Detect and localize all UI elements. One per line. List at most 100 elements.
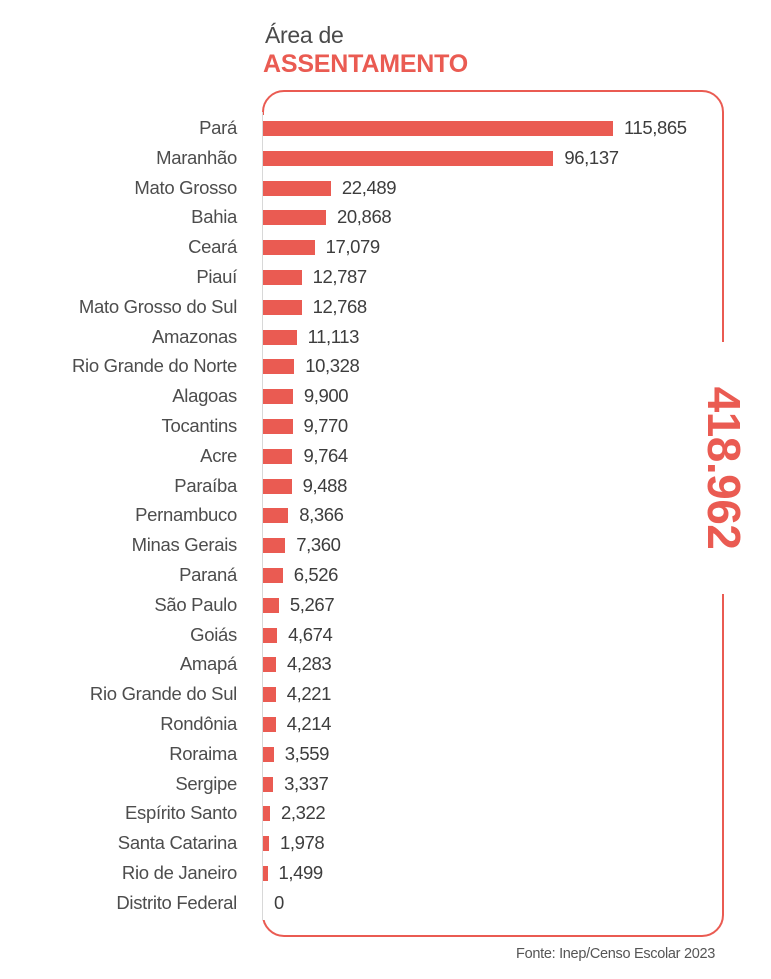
bar-row: Tocantins 9,770	[0, 411, 771, 441]
category-label: Sergipe	[175, 772, 237, 794]
bar	[263, 597, 279, 613]
category-label: Amapá	[179, 653, 237, 675]
bar	[263, 269, 302, 285]
category-label: Santa Catarina	[117, 832, 238, 854]
bar-row: Amapá 4,283	[0, 649, 771, 679]
bar	[263, 389, 293, 405]
category-label: Piauí	[196, 265, 237, 287]
category-label: Rio Grande do Sul	[89, 683, 237, 705]
value-label: 4,214	[286, 712, 332, 734]
bar	[263, 508, 289, 524]
bar	[263, 448, 293, 464]
category-label: Rio de Janeiro	[121, 861, 237, 883]
bar-row: Rio Grande do Sul 4,221	[0, 679, 771, 709]
value-label: 4,674	[288, 623, 333, 645]
bar	[263, 716, 276, 732]
category-label: Mato Grosso	[134, 176, 237, 198]
value-label: 0	[274, 891, 284, 913]
category-label: Goiás	[190, 623, 237, 645]
bar	[263, 299, 302, 315]
category-label: Acre	[200, 444, 237, 466]
bar-row: Pará 115,865	[0, 113, 771, 143]
value-label: 96,137	[564, 146, 619, 168]
bar	[263, 657, 276, 673]
category-label: Maranhão	[156, 146, 237, 168]
value-label: 1,499	[278, 861, 324, 883]
bar-row: Maranhão 96,137	[0, 143, 771, 173]
category-label: Bahia	[191, 206, 237, 228]
value-label: 1,978	[279, 832, 325, 854]
bar	[263, 329, 297, 345]
bar	[263, 538, 286, 554]
category-label: Pará	[199, 117, 237, 138]
bar	[263, 359, 295, 375]
bar-row: Santa Catarina 1,978	[0, 828, 771, 858]
bar-row: Rio Grande do Norte 10,328	[0, 351, 771, 381]
value-label: 6,526	[293, 563, 339, 585]
bar-row: Pernambuco 8,366	[0, 500, 771, 530]
chart-title-main: ASSENTAMENTO	[263, 50, 469, 78]
value-label: 3,559	[284, 742, 330, 764]
y-axis-line	[262, 112, 263, 920]
bar-row: Rondônia 4,214	[0, 709, 771, 739]
value-label: 9,764	[303, 444, 348, 466]
value-label: 4,221	[286, 683, 332, 705]
value-label: 10,328	[305, 355, 360, 377]
bar	[263, 746, 274, 762]
bar-rows: Pará 115,865 Maranhão 96,137 Mato Grosso 22,4…	[0, 113, 771, 918]
bar-row: Paraná 6,526	[0, 560, 771, 590]
value-label: 12,787	[312, 265, 368, 287]
category-label: Paraíba	[174, 474, 237, 496]
bar-row: Paraíba 9,488	[0, 471, 771, 501]
value-label: 11,113	[307, 325, 360, 347]
bar-row: Distrito Federal 0	[0, 888, 771, 918]
category-label: São Paulo	[154, 593, 237, 615]
category-label: Minas Gerais	[131, 534, 238, 556]
category-label: Espírito Santo	[124, 802, 237, 824]
value-label: 5,267	[289, 593, 335, 615]
chart-title-prefix: Área de	[265, 22, 344, 48]
bar	[263, 418, 293, 434]
value-label: 9,900	[303, 385, 349, 407]
bar-row: Sergipe 3,337	[0, 769, 771, 799]
bar	[263, 180, 331, 196]
bar-row: Bahia 20,868	[0, 202, 771, 232]
value-label: 9,770	[303, 414, 349, 436]
value-label: 12,768	[312, 295, 368, 317]
bar	[263, 150, 554, 166]
value-label: 8,366	[299, 504, 344, 526]
bar	[263, 240, 315, 256]
bar-row: Amazonas 11,113	[0, 322, 771, 352]
category-label: Pernambuco	[135, 504, 237, 526]
category-label: Rondônia	[160, 712, 237, 734]
bar	[263, 478, 292, 494]
bar	[263, 806, 270, 822]
bar-row: São Paulo 5,267	[0, 590, 771, 620]
bar-row: Minas Gerais 7,360	[0, 530, 771, 560]
category-label: Ceará	[188, 236, 237, 258]
bar-row: Espírito Santo 2,322	[0, 798, 771, 828]
bar	[263, 627, 278, 643]
value-label: 20,868	[337, 206, 392, 228]
bar	[263, 121, 613, 136]
category-label: Mato Grosso do Sul	[78, 295, 237, 317]
category-label: Alagoas	[172, 385, 237, 407]
frame-right-gap	[716, 342, 732, 594]
bar	[263, 836, 269, 852]
bar-row: Roraima 3,559	[0, 739, 771, 769]
category-label: Amazonas	[151, 325, 237, 347]
source-note: Fonte: Inep/Censo Escolar 2023	[516, 946, 715, 962]
bar-row: Alagoas 9,900	[0, 381, 771, 411]
bar-row: Rio de Janeiro 1,499	[0, 858, 771, 888]
bar	[263, 567, 283, 583]
bar-row: Acre 9,764	[0, 441, 771, 471]
bar	[263, 687, 276, 703]
value-label: 4,283	[286, 653, 332, 675]
value-label: 22,489	[341, 176, 397, 198]
bar-row: Ceará 17,079	[0, 232, 771, 262]
value-label: 9,488	[302, 474, 348, 496]
category-label: Roraima	[169, 742, 237, 764]
category-label: Paraná	[179, 563, 237, 585]
bar-row: Mato Grosso 22,489	[0, 173, 771, 203]
bar	[263, 210, 327, 226]
